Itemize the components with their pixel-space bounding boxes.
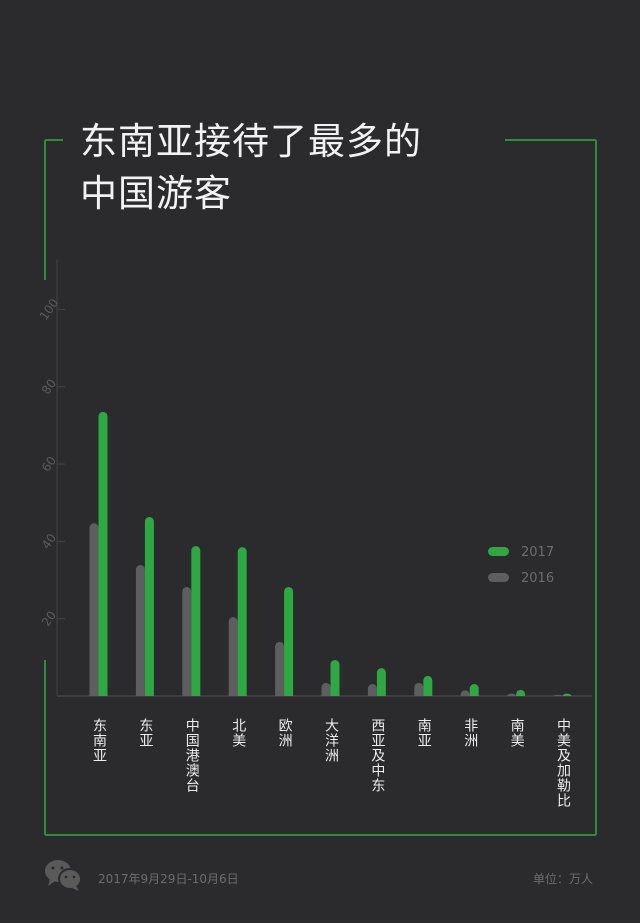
bar-2017 bbox=[562, 693, 572, 696]
page-title: 东南亚接待了最多的 中国游客 bbox=[80, 120, 422, 215]
bar-2017 bbox=[423, 675, 433, 696]
bar-2017 bbox=[516, 689, 526, 696]
category-label: 中国港澳台 bbox=[184, 718, 200, 793]
bar-2016 bbox=[135, 564, 145, 696]
y-tick-label: 40 bbox=[39, 531, 59, 552]
category-label: 东南亚 bbox=[91, 718, 107, 763]
bar-2016 bbox=[367, 684, 377, 696]
bar-2017 bbox=[469, 684, 479, 696]
category-label: 南美 bbox=[509, 718, 525, 748]
bar-2017 bbox=[330, 660, 340, 696]
bar-2017 bbox=[144, 517, 154, 696]
legend-swatch-2016 bbox=[488, 573, 509, 582]
bar-2017 bbox=[191, 545, 201, 696]
category-label: 南亚 bbox=[416, 718, 432, 748]
bar-chart: 20406080100东南亚 东亚 中国港澳台 北美 欧洲 大洋洲 西亚及中东 南亚 非洲 南美中… bbox=[37, 259, 592, 808]
bar-2017 bbox=[284, 586, 294, 696]
category-label: 东亚 bbox=[137, 718, 153, 748]
category-label: 西亚及中东 bbox=[369, 718, 385, 793]
unit-label: 单位：万人 bbox=[533, 872, 594, 886]
bar-2016 bbox=[182, 586, 192, 696]
bar-2016 bbox=[553, 694, 563, 696]
legend-label: 2016 bbox=[521, 571, 554, 586]
bar-2016 bbox=[414, 682, 424, 696]
category-label: 大洋洲 bbox=[323, 718, 339, 763]
category-label: 中美及加勒比 bbox=[555, 718, 571, 808]
bar-2017 bbox=[376, 668, 386, 696]
category-label: 非洲 bbox=[462, 718, 478, 748]
frame-lines bbox=[44, 139, 597, 836]
bar-2017 bbox=[98, 411, 108, 696]
bar-2017 bbox=[237, 547, 247, 696]
category-label: 欧洲 bbox=[277, 718, 293, 748]
y-tick-label: 20 bbox=[39, 608, 59, 629]
bar-2016 bbox=[507, 693, 517, 696]
date-range: 2017年9月29日-10月6日 bbox=[98, 872, 239, 886]
y-tick-label: 80 bbox=[39, 376, 59, 397]
legend-swatch-2017 bbox=[488, 547, 509, 556]
legend-label: 2017 bbox=[521, 545, 554, 560]
bar-2016 bbox=[228, 617, 238, 696]
wechat-icon bbox=[45, 860, 82, 891]
bar-2016 bbox=[89, 523, 99, 696]
bar-2016 bbox=[460, 690, 470, 696]
category-label: 北美 bbox=[230, 718, 246, 748]
bar-2016 bbox=[275, 641, 285, 696]
y-tick-label: 60 bbox=[39, 454, 59, 475]
bar-2016 bbox=[321, 682, 331, 696]
